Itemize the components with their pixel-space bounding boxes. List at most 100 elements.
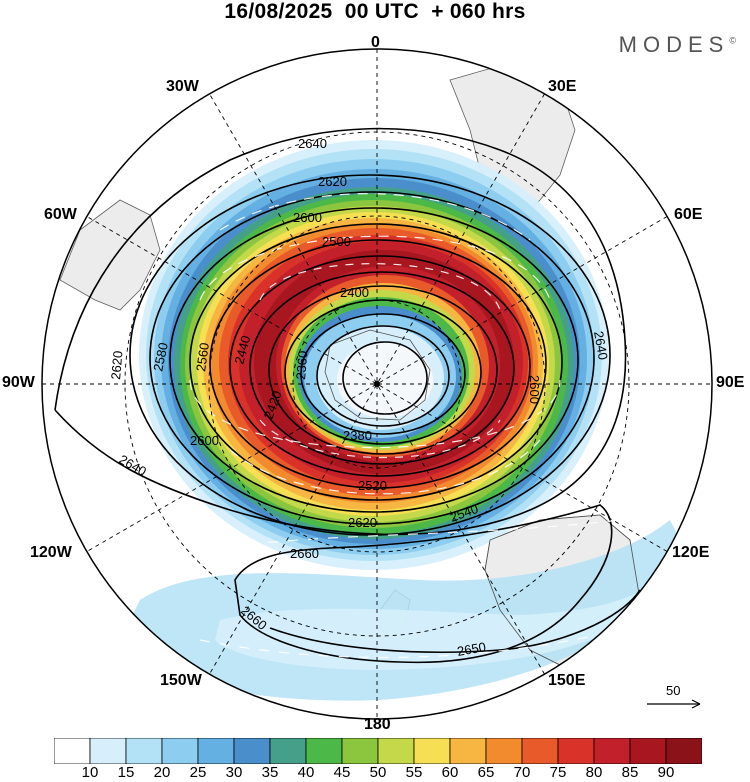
colorbar-swatch: [557, 738, 595, 764]
colorbar-swatch: [449, 738, 487, 764]
lon-label-120e: 120E: [672, 544, 710, 561]
lon-label-180: 180: [364, 716, 391, 733]
vector-ring-7: [169, 519, 621, 561]
lon-label-30w: 30W: [166, 78, 199, 95]
vector-reference-arrow: [647, 699, 701, 709]
height-contours: [54, 127, 641, 664]
band-south-jet-core: [215, 585, 655, 670]
vector-reference-value: 50: [666, 683, 681, 698]
colorbar-swatch: [125, 738, 163, 764]
colorbar-tick-label: 85: [621, 764, 639, 781]
map-boundary: [41, 48, 713, 720]
colorbar-tick-label: 15: [117, 764, 135, 781]
vector-ring-5: [259, 263, 501, 311]
colorbar-tick-label: 35: [261, 764, 279, 781]
contour-2400: [300, 313, 466, 435]
contour-2560: [189, 223, 563, 501]
colorbar-tick-label: 25: [189, 764, 207, 781]
vector-ring-6: [259, 419, 501, 459]
lon-label-60w: 60W: [44, 206, 77, 223]
lon-label-60e: 60E: [674, 206, 703, 223]
contour-label-2500: 2500: [322, 234, 351, 249]
lon-label-150w: 150W: [160, 672, 202, 689]
colorbar-swatch: [233, 738, 271, 764]
colorbar-tick-label: 70: [513, 764, 531, 781]
colorbar: [54, 738, 702, 764]
lon-label-120w: 120W: [30, 544, 72, 561]
contour-label-2650: 2650: [456, 639, 487, 659]
colorbar-tick-label: 40: [297, 764, 315, 781]
contour-2500: [249, 271, 515, 465]
colorbar-tick-label: 55: [405, 764, 423, 781]
pole-marker: [374, 381, 380, 387]
vector-ring-2: [199, 235, 551, 301]
contour-2660: [234, 504, 613, 664]
colorbar-swatch: [197, 738, 235, 764]
colorbar-tick-label: 90: [657, 764, 675, 781]
contour-2440: [268, 285, 498, 455]
colorbar-swatch: [521, 738, 559, 764]
contour-label-2640-a: 2640: [298, 136, 327, 151]
contour-label-2580: 2580: [150, 341, 171, 372]
contour-label-2440: 2440: [231, 334, 253, 366]
wind-vectors: [169, 193, 621, 659]
contour-label-2640-b: 2640: [591, 330, 611, 361]
colorbar-swatch: [305, 738, 343, 764]
contour-label-2640-c: 2640: [117, 452, 150, 479]
vector-ring-4: [229, 439, 541, 495]
brand-mark: ©: [729, 35, 736, 46]
colorbar-swatch: [377, 738, 415, 764]
contour-label-2620-a: 2620: [318, 174, 347, 189]
contour-label-2520: 2520: [358, 478, 387, 493]
colorbar-swatch: [54, 738, 91, 764]
colorbar-swatch: [629, 738, 667, 764]
contour-label-2360: 2360: [293, 350, 310, 380]
contour-label-2660-a: 2660: [290, 546, 319, 561]
band-inner-calm: [337, 342, 433, 418]
contour-2360: [342, 341, 428, 415]
colorbar-tick-label: 65: [477, 764, 495, 781]
contour-2580: [169, 207, 579, 513]
land-south-america: [59, 199, 161, 311]
contour-label-2600-a: 2600: [293, 210, 322, 225]
colorbar-swatch: [89, 738, 127, 764]
contour-label-2620-c: 2620: [108, 350, 125, 380]
lon-label-90w: 90W: [2, 374, 35, 391]
contour-label-2560: 2560: [193, 342, 212, 373]
colorbar-tick-label: 10: [81, 764, 99, 781]
contour-2380: [316, 325, 450, 427]
contour-2640-outer: [54, 127, 627, 536]
contour-2620: [129, 174, 611, 536]
lat-circle-2: [208, 215, 546, 553]
colorbar-swatch: [269, 738, 307, 764]
colorbar-swatch: [665, 738, 702, 764]
colorbar-tick-label: 50: [369, 764, 387, 781]
contour-2600: [149, 191, 595, 525]
contour-label-2600-c: 2600: [190, 433, 219, 448]
graticule: [42, 49, 712, 719]
brand-logo: MODES©: [619, 32, 736, 58]
colorbar-swatch: [485, 738, 523, 764]
colorbar-tick-label: 80: [585, 764, 603, 781]
coast-antarctica: [324, 329, 431, 421]
colorbar-tick-label: 45: [333, 764, 351, 781]
vector-ring-1: [219, 193, 531, 241]
brand-name: MODES: [618, 32, 730, 57]
lon-label-30e: 30E: [548, 78, 577, 95]
lon-label-0: 0: [371, 34, 380, 51]
contour-label-2400: 2400: [340, 285, 369, 300]
lon-label-90e: 90E: [716, 374, 745, 391]
contour-2520: [229, 255, 531, 477]
contour-label-2600-b: 2600: [527, 375, 542, 404]
colorbar-tick-label: 60: [441, 764, 459, 781]
lon-label-150e: 150E: [548, 672, 586, 689]
colorbar-tick-label: 75: [549, 764, 567, 781]
colorbar-tick-label: 30: [225, 764, 243, 781]
contour-label-2380: 2380: [343, 428, 372, 443]
vector-ring-3: [189, 379, 561, 449]
colorbar-swatch: [593, 738, 631, 764]
colorbar-tick-label: 20: [153, 764, 171, 781]
vector-ring-8: [199, 629, 621, 659]
chart-title: 16/08/2025 00 UTC + 060 hrs: [224, 0, 526, 23]
